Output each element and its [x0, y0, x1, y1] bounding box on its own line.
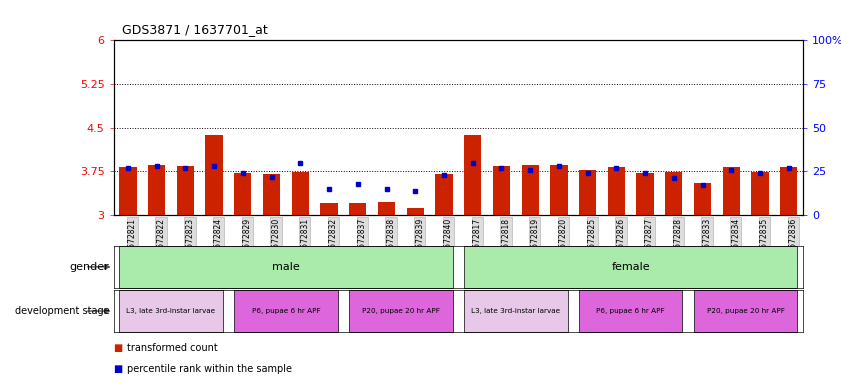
Bar	[780, 167, 797, 215]
Bar	[579, 290, 683, 332]
Bar	[177, 166, 194, 215]
Bar	[320, 204, 338, 215]
Text: L3, late 3rd-instar larvae: L3, late 3rd-instar larvae	[126, 308, 215, 314]
Text: development stage: development stage	[14, 306, 109, 316]
Text: GSM572826: GSM572826	[616, 218, 626, 264]
Text: GSM572835: GSM572835	[760, 218, 769, 264]
Bar	[119, 167, 136, 215]
Bar	[234, 290, 338, 332]
Text: ■: ■	[114, 364, 123, 374]
Text: gender: gender	[70, 262, 109, 272]
Bar	[349, 290, 452, 332]
Text: percentile rank within the sample: percentile rank within the sample	[127, 364, 292, 374]
Bar	[349, 204, 367, 215]
Bar	[234, 173, 251, 215]
Text: GSM572840: GSM572840	[444, 218, 453, 264]
Bar	[436, 174, 452, 215]
Bar	[406, 208, 424, 215]
Bar	[722, 167, 740, 215]
Text: P20, pupae 20 hr APF: P20, pupae 20 hr APF	[706, 308, 785, 314]
Text: GSM572819: GSM572819	[530, 218, 539, 264]
Bar	[608, 167, 625, 215]
Text: GSM572818: GSM572818	[501, 218, 510, 264]
Bar	[694, 290, 797, 332]
Text: GSM572831: GSM572831	[300, 218, 309, 264]
Text: L3, late 3rd-instar larvae: L3, late 3rd-instar larvae	[471, 308, 560, 314]
Bar	[637, 173, 653, 215]
Text: GSM572817: GSM572817	[473, 218, 482, 264]
Text: female: female	[611, 262, 650, 272]
Text: GSM572832: GSM572832	[329, 218, 338, 264]
Text: GSM572834: GSM572834	[732, 218, 740, 264]
Text: GSM572829: GSM572829	[243, 218, 251, 264]
Text: GSM572822: GSM572822	[156, 218, 166, 264]
Text: GSM572838: GSM572838	[387, 218, 395, 264]
Text: GDS3871 / 1637701_at: GDS3871 / 1637701_at	[122, 23, 267, 36]
Text: GSM572836: GSM572836	[789, 218, 798, 264]
Bar	[665, 172, 682, 215]
Bar	[493, 166, 510, 215]
Text: GSM572839: GSM572839	[415, 218, 424, 264]
Bar	[464, 246, 797, 288]
Bar	[694, 183, 711, 215]
Text: P20, pupae 20 hr APF: P20, pupae 20 hr APF	[362, 308, 440, 314]
Bar	[263, 174, 280, 215]
Text: P6, pupae 6 hr APF: P6, pupae 6 hr APF	[596, 308, 665, 314]
Bar	[752, 172, 769, 215]
Text: GSM572830: GSM572830	[272, 218, 281, 264]
Text: GSM572828: GSM572828	[674, 218, 683, 264]
Bar	[148, 165, 165, 215]
Text: transformed count: transformed count	[127, 343, 218, 353]
Text: GSM572824: GSM572824	[214, 218, 223, 264]
Text: GSM572825: GSM572825	[588, 218, 596, 264]
Text: ■: ■	[114, 343, 123, 353]
Text: GSM572833: GSM572833	[702, 218, 711, 264]
Text: GSM572827: GSM572827	[645, 218, 654, 264]
Bar	[579, 170, 596, 215]
Bar	[119, 246, 452, 288]
Text: GSM572820: GSM572820	[559, 218, 568, 264]
Bar	[521, 165, 539, 215]
Bar	[550, 165, 568, 215]
Bar	[464, 290, 568, 332]
Bar	[464, 135, 481, 215]
Text: male: male	[272, 262, 299, 272]
Bar	[292, 172, 309, 215]
Text: GSM572823: GSM572823	[185, 218, 194, 264]
Bar	[378, 202, 395, 215]
Bar	[119, 290, 223, 332]
Bar	[205, 135, 223, 215]
Text: GSM572821: GSM572821	[128, 218, 137, 264]
Text: P6, pupae 6 hr APF: P6, pupae 6 hr APF	[251, 308, 320, 314]
Text: GSM572837: GSM572837	[357, 218, 367, 264]
